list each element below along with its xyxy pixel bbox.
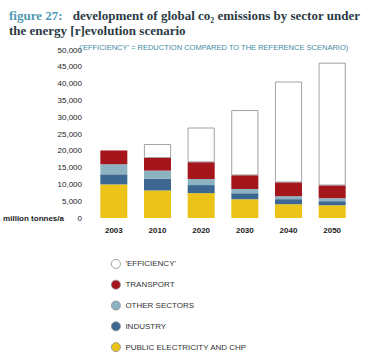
svg-text:40,000: 40,000 bbox=[58, 79, 83, 88]
svg-text:figure 27:: figure 27: bbox=[9, 8, 63, 23]
svg-text:('EFFICIENCY' = REDUCTION COMP: ('EFFICIENCY' = REDUCTION COMPARED TO TH… bbox=[79, 43, 349, 52]
svg-text:the energy [r]evolution scenar: the energy [r]evolution scenario bbox=[9, 23, 186, 38]
svg-text:2003: 2003 bbox=[105, 226, 123, 235]
svg-text:'EFFICIENCY': 'EFFICIENCY' bbox=[125, 259, 176, 268]
svg-text:2030: 2030 bbox=[236, 226, 254, 235]
svg-text:OTHER SECTORS: OTHER SECTORS bbox=[125, 301, 194, 310]
svg-text:25,000: 25,000 bbox=[58, 130, 83, 139]
svg-text:15,000: 15,000 bbox=[58, 163, 83, 172]
svg-text:INDUSTRY: INDUSTRY bbox=[125, 322, 166, 331]
svg-text:35,000: 35,000 bbox=[58, 96, 83, 105]
svg-text:TRANSPORT: TRANSPORT bbox=[125, 280, 174, 289]
svg-text:2040: 2040 bbox=[280, 226, 298, 235]
svg-text:2010: 2010 bbox=[149, 226, 167, 235]
svg-text:10,000: 10,000 bbox=[58, 180, 83, 189]
svg-text:2020: 2020 bbox=[192, 226, 210, 235]
svg-text:50,000: 50,000 bbox=[57, 45, 82, 55]
svg-text:20,000: 20,000 bbox=[58, 146, 83, 155]
svg-text:2050: 2050 bbox=[323, 226, 341, 235]
svg-text:45,000: 45,000 bbox=[58, 62, 83, 71]
svg-text:million tonnes/a: million tonnes/a bbox=[3, 214, 64, 223]
svg-text:development of global co₂ emis: development of global co₂ emissions by s… bbox=[73, 8, 363, 23]
svg-text:5,000: 5,000 bbox=[62, 197, 83, 206]
svg-text:PUBLIC ELECTRICITY AND CHP: PUBLIC ELECTRICITY AND CHP bbox=[125, 343, 246, 352]
svg-text:0: 0 bbox=[78, 214, 83, 223]
svg-text:30,000: 30,000 bbox=[58, 113, 83, 122]
